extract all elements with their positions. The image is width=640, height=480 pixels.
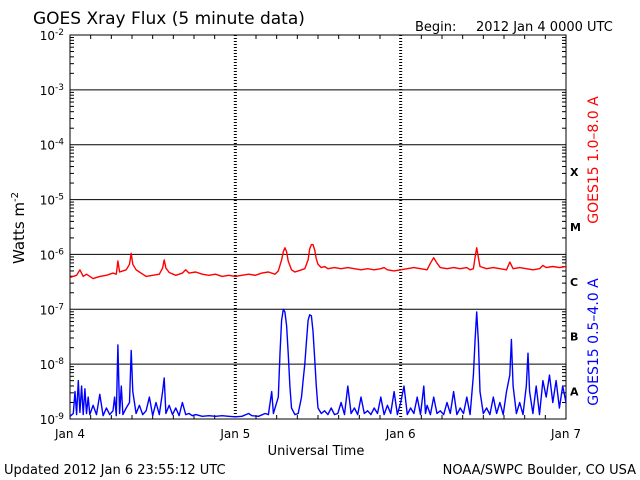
y-tick-label: 10-3: [40, 83, 64, 98]
x-tick-label: Jan 6: [385, 427, 416, 441]
begin-label: Begin:: [415, 20, 456, 35]
updated-timestamp: Updated 2012 Jan 6 23:55:12 UTC: [4, 463, 226, 478]
y-tick-label: 10-9: [40, 412, 65, 427]
x-axis: Jan 4 Jan 5 Jan 6 Jan 7: [54, 35, 581, 441]
begin-value: 2012 Jan 4 0000 UTC: [476, 20, 613, 35]
flare-class-b: B: [570, 331, 578, 344]
flare-class-c: C: [570, 276, 578, 289]
y-tick-label: 10-5: [40, 193, 64, 208]
flare-class-m: M: [570, 221, 581, 234]
x-tick-label: Jan 4: [54, 427, 85, 441]
legend-series-short: GOES15 0.5–4.0 A: [586, 278, 602, 406]
chart-title: GOES Xray Flux (5 minute data): [33, 9, 305, 29]
legend-series-long: GOES15 1.0–8.0 A: [586, 96, 602, 224]
y-tick-label: 10-6: [40, 247, 65, 262]
series-line-short: [69, 308, 567, 418]
flare-class-x: X: [570, 166, 579, 179]
grid-layer: [70, 35, 566, 419]
x-tick-label: Jan 5: [219, 427, 250, 441]
credit-text: NOAA/SWPC Boulder, CO USA: [443, 463, 636, 478]
y-axis-label: Watts m-2: [10, 192, 28, 264]
x-axis-label: Universal Time: [268, 444, 365, 459]
y-tick-label: 10-7: [40, 302, 64, 317]
y-tick-label: 10-4: [40, 138, 65, 153]
y-tick-label: 10-8: [40, 357, 65, 372]
series-layer: [69, 243, 567, 418]
plot-frame: [69, 34, 567, 420]
flare-class-a: A: [570, 386, 579, 399]
flare-class-labels: X M C B A: [570, 166, 581, 398]
series-line-long: [69, 243, 567, 280]
y-tick-label: 10-2: [40, 28, 64, 43]
x-tick-label: Jan 7: [550, 427, 581, 441]
